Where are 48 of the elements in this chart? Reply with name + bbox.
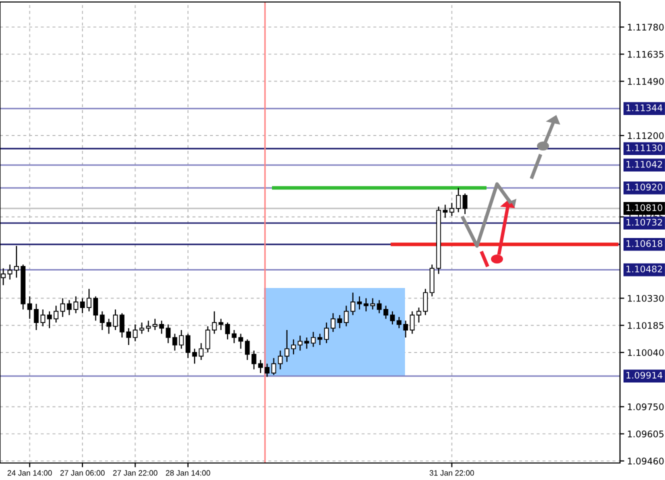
- y-tick-label: 1.11200: [628, 132, 664, 140]
- candlestick: [60, 298, 66, 318]
- candlestick: [27, 296, 32, 320]
- candlestick: [244, 338, 250, 361]
- ref-line-label: 1.11042: [626, 160, 662, 168]
- candlestick: [376, 300, 382, 314]
- y-tick-label: 1.09460: [628, 458, 664, 464]
- candlestick: [442, 204, 448, 218]
- candlestick: [166, 324, 171, 344]
- candlestick: [344, 305, 349, 327]
- ref-line-label: 1.10920: [626, 184, 662, 191]
- candlestick: [132, 324, 138, 342]
- candlestick: [337, 314, 342, 329]
- ref-line-label: 1.11130: [626, 144, 662, 152]
- y-tick-label: 1.09605: [628, 430, 664, 438]
- y-tick-label: 1.10185: [628, 322, 664, 329]
- ref-line-label: 1.10810: [626, 204, 662, 212]
- ref-line-label: 1.11344: [626, 104, 662, 112]
- candlestick: [139, 322, 144, 334]
- candlestick: [416, 307, 422, 324]
- y-tick-label: 1.11490: [628, 78, 664, 85]
- candlestick: [370, 298, 376, 310]
- candlestick: [310, 331, 316, 348]
- candlestick: [106, 318, 112, 334]
- y-tick-label: 1.10040: [628, 349, 664, 356]
- ref-line-label: 1.10482: [626, 266, 662, 272]
- candlestick: [34, 303, 39, 331]
- candlestick: [449, 202, 454, 217]
- candlestick: [238, 333, 244, 350]
- candlestick: [100, 310, 105, 331]
- candlestick: [271, 358, 276, 376]
- candlestick: [172, 333, 178, 352]
- y-tick-label: 1.11635: [628, 50, 664, 58]
- candlestick: [410, 310, 415, 334]
- candlestick: [66, 300, 72, 316]
- candlestick: [198, 342, 204, 361]
- ref-line-label: 1.09914: [626, 372, 662, 379]
- y-tick-label: 1.10330: [628, 294, 664, 302]
- candlestick: [278, 350, 283, 370]
- candlestick: [383, 305, 388, 320]
- ref-line-label: 1.10618: [626, 240, 662, 247]
- y-tick-label: 1.11780: [628, 24, 664, 31]
- y-tick-label: 1.09750: [628, 403, 664, 410]
- candlestick: [205, 326, 210, 354]
- candlestick: [73, 296, 78, 314]
- ref-line-label: 1.10732: [626, 218, 662, 226]
- candlestick: [232, 329, 237, 344]
- candlestick: [304, 336, 310, 350]
